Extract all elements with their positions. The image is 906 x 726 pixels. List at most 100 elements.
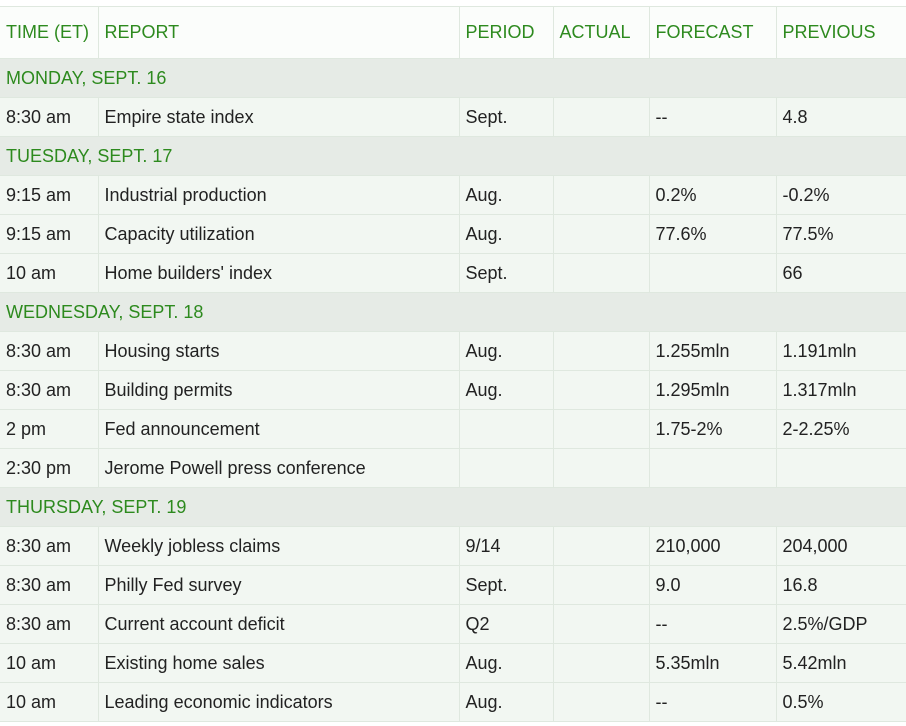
cell-report: Home builders' index: [98, 253, 460, 293]
cell-forecast: 9.0: [649, 565, 777, 605]
cell-report: Industrial production: [98, 175, 460, 215]
cell-report: Current account deficit: [98, 604, 460, 644]
cell-forecast: --: [649, 604, 777, 644]
cell-period: 9/14: [459, 526, 554, 566]
table-row: 9:15 am Industrial production Aug. 0.2% -0.2…: [0, 175, 906, 215]
day-header-row: WEDNESDAY, SEPT. 18: [0, 292, 906, 332]
cell-forecast: 1.295mln: [649, 370, 777, 410]
economic-calendar-table: TIME (ET) REPORT PERIOD ACTUAL FORECAST …: [0, 6, 906, 722]
cell-actual: [553, 682, 650, 722]
table-row: 8:30 am Empire state index Sept. -- 4.8: [0, 97, 906, 137]
table-row: 8:30 am Building permits Aug. 1.295mln 1.317…: [0, 370, 906, 410]
cell-time: 8:30 am: [0, 526, 99, 566]
cell-forecast: 210,000: [649, 526, 777, 566]
day-label: TUESDAY, SEPT. 17: [0, 136, 906, 176]
cell-report: Existing home sales: [98, 643, 460, 683]
cell-report: Leading economic indicators: [98, 682, 460, 722]
table-row: 10 am Existing home sales Aug. 5.35mln 5.42m…: [0, 643, 906, 683]
cell-previous: 2-2.25%: [776, 409, 906, 449]
cell-actual: [553, 370, 650, 410]
cell-time: 9:15 am: [0, 175, 99, 215]
cell-report: Philly Fed survey: [98, 565, 460, 605]
cell-period: Sept.: [459, 565, 554, 605]
cell-previous: 77.5%: [776, 214, 906, 254]
cell-report: Housing starts: [98, 331, 460, 371]
cell-actual: [553, 526, 650, 566]
table-row: 9:15 am Capacity utilization Aug. 77.6% 77.5…: [0, 214, 906, 254]
cell-report: Fed announcement: [98, 409, 460, 449]
header-previous: PREVIOUS: [776, 6, 906, 59]
cell-period: [459, 448, 554, 488]
cell-forecast: --: [649, 682, 777, 722]
cell-period: Q2: [459, 604, 554, 644]
cell-period: Aug.: [459, 214, 554, 254]
cell-period: Sept.: [459, 253, 554, 293]
cell-previous: 0.5%: [776, 682, 906, 722]
table-row: 8:30 am Current account deficit Q2 -- 2.5%/G…: [0, 604, 906, 644]
table-row: 8:30 am Housing starts Aug. 1.255mln 1.191ml…: [0, 331, 906, 371]
cell-actual: [553, 604, 650, 644]
cell-period: Aug.: [459, 175, 554, 215]
day-header-row: THURSDAY, SEPT. 19: [0, 487, 906, 527]
cell-time: 8:30 am: [0, 370, 99, 410]
cell-actual: [553, 409, 650, 449]
table-row: 2:30 pm Jerome Powell press conference: [0, 448, 906, 488]
cell-period: Sept.: [459, 97, 554, 137]
cell-forecast: [649, 448, 777, 488]
cell-previous: 204,000: [776, 526, 906, 566]
header-period: PERIOD: [459, 6, 554, 59]
cell-period: Aug.: [459, 643, 554, 683]
cell-forecast: --: [649, 97, 777, 137]
cell-time: 9:15 am: [0, 214, 99, 254]
cell-report: Jerome Powell press conference: [98, 448, 460, 488]
cell-actual: [553, 565, 650, 605]
day-label: WEDNESDAY, SEPT. 18: [0, 292, 906, 332]
table-row: 10 am Home builders' index Sept. 66: [0, 253, 906, 293]
cell-previous: -0.2%: [776, 175, 906, 215]
cell-time: 2 pm: [0, 409, 99, 449]
day-header-row: MONDAY, SEPT. 16: [0, 58, 906, 98]
cell-actual: [553, 175, 650, 215]
cell-actual: [553, 214, 650, 254]
table-row: 2 pm Fed announcement 1.75-2% 2-2.25%: [0, 409, 906, 449]
cell-actual: [553, 253, 650, 293]
day-header-row: TUESDAY, SEPT. 17: [0, 136, 906, 176]
cell-report: Empire state index: [98, 97, 460, 137]
table-row: 8:30 am Philly Fed survey Sept. 9.0 16.8: [0, 565, 906, 605]
cell-actual: [553, 331, 650, 371]
cell-forecast: 1.255mln: [649, 331, 777, 371]
cell-previous: 1.317mln: [776, 370, 906, 410]
cell-time: 10 am: [0, 682, 99, 722]
cell-period: Aug.: [459, 331, 554, 371]
cell-period: Aug.: [459, 682, 554, 722]
cell-time: 8:30 am: [0, 604, 99, 644]
table-row: 8:30 am Weekly jobless claims 9/14 210,000 2…: [0, 526, 906, 566]
cell-actual: [553, 448, 650, 488]
cell-actual: [553, 643, 650, 683]
cell-previous: 4.8: [776, 97, 906, 137]
cell-previous: [776, 448, 906, 488]
header-actual: ACTUAL: [553, 6, 650, 59]
calendar-body: MONDAY, SEPT. 16 8:30 am Empire state inde…: [0, 58, 906, 722]
cell-forecast: [649, 253, 777, 293]
day-label: MONDAY, SEPT. 16: [0, 58, 906, 98]
day-label: THURSDAY, SEPT. 19: [0, 487, 906, 527]
header-report: REPORT: [98, 6, 460, 59]
cell-forecast: 1.75-2%: [649, 409, 777, 449]
cell-forecast: 77.6%: [649, 214, 777, 254]
cell-previous: 66: [776, 253, 906, 293]
cell-time: 10 am: [0, 253, 99, 293]
cell-time: 8:30 am: [0, 565, 99, 605]
cell-previous: 16.8: [776, 565, 906, 605]
cell-time: 8:30 am: [0, 97, 99, 137]
table-row: 10 am Leading economic indicators Aug. -- 0.…: [0, 682, 906, 722]
cell-report: Capacity utilization: [98, 214, 460, 254]
cell-report: Building permits: [98, 370, 460, 410]
cell-time: 10 am: [0, 643, 99, 683]
header-row: TIME (ET) REPORT PERIOD ACTUAL FORECAST …: [0, 6, 906, 59]
cell-previous: 5.42mln: [776, 643, 906, 683]
cell-report: Weekly jobless claims: [98, 526, 460, 566]
cell-previous: 2.5%/GDP: [776, 604, 906, 644]
header-time: TIME (ET): [0, 6, 99, 59]
cell-time: 8:30 am: [0, 331, 99, 371]
